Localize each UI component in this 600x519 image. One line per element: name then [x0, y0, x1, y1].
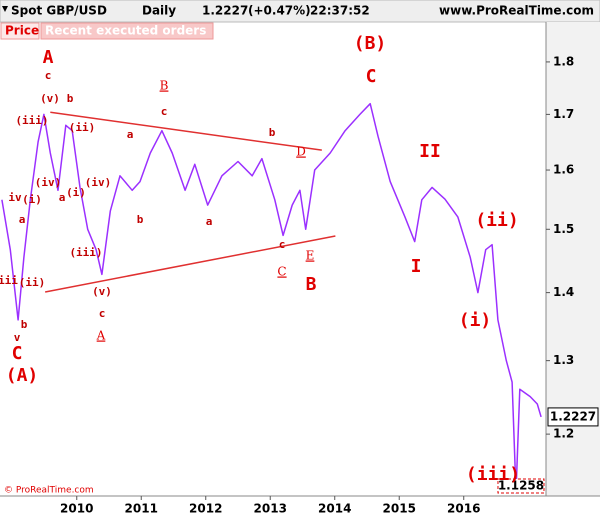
wave-label: C	[277, 265, 286, 279]
wave-label: C	[366, 66, 377, 87]
y-tick-label: 1.3	[553, 353, 574, 367]
wave-label: a	[19, 213, 26, 226]
wave-label: c	[279, 238, 286, 251]
wave-label: (A)	[6, 365, 39, 386]
trendline	[45, 235, 336, 293]
header-bar	[0, 0, 600, 23]
wave-label: v	[14, 331, 21, 344]
tab[interactable]	[40, 22, 214, 40]
instrument: Spot GBP/USD	[11, 4, 107, 18]
change: (+0.47%)	[248, 4, 311, 18]
wave-label: E	[306, 249, 315, 263]
menu-arrow[interactable]	[2, 6, 8, 12]
last-price: 1.2227	[202, 4, 248, 18]
wave-label: I	[411, 256, 422, 277]
footer: © ProRealTime.com	[4, 486, 94, 496]
y-tick-label: 1.6	[553, 163, 574, 177]
time: 22:37:52	[310, 4, 370, 18]
wave-label: b	[67, 92, 74, 105]
wave-label: II	[419, 141, 441, 162]
wave-label: c	[99, 307, 106, 320]
wave-label: (iii)	[466, 464, 520, 485]
price-line	[1, 102, 542, 494]
tab-label[interactable]: Recent executed orders	[45, 24, 206, 38]
trendline	[50, 111, 322, 151]
wave-label: C	[12, 343, 23, 364]
wave-label: (iii)	[15, 114, 48, 127]
wave-label: c	[161, 105, 168, 118]
wave-label: (i)	[66, 186, 86, 199]
wave-label: a	[127, 128, 134, 141]
wave-label: c	[45, 69, 52, 82]
low-box	[497, 478, 545, 494]
wave-label: iii	[0, 274, 18, 287]
timeframe: Daily	[142, 4, 176, 18]
x-tick-label: 2013	[254, 502, 287, 516]
wave-label: (v)	[40, 92, 60, 105]
wave-label: a	[206, 215, 213, 228]
y-tick-label: 1.8	[553, 54, 574, 68]
wave-label: a	[59, 191, 66, 204]
x-tick-label: 2012	[189, 502, 222, 516]
wave-label: B	[160, 79, 169, 93]
tab[interactable]	[0, 22, 40, 40]
wave-label: (i)	[22, 193, 42, 206]
wave-label: (v)	[92, 285, 112, 298]
wave-label: (B)	[354, 33, 387, 54]
wave-label: (iii)	[69, 246, 102, 259]
x-tick-label: 2011	[125, 502, 158, 516]
x-tick-label: 2016	[447, 502, 480, 516]
wave-label: b	[21, 318, 28, 331]
y-tick-label: 1.4	[553, 285, 574, 299]
x-tick-label: 2010	[60, 502, 93, 516]
x-tick-label: 2014	[318, 502, 351, 516]
wave-label: (iv)	[35, 176, 62, 189]
wave-label: (ii)	[475, 210, 518, 231]
wave-label: (ii)	[19, 276, 46, 289]
wave-label: A	[96, 329, 106, 343]
wave-label: b	[269, 126, 276, 139]
last-price-label: 1.2227	[550, 409, 596, 423]
wave-label: b	[137, 213, 144, 226]
y-tick-label: 1.7	[553, 107, 574, 121]
wave-label: (i)	[459, 310, 492, 331]
wave-label: B	[306, 274, 317, 295]
low-label: 1.1258	[498, 479, 544, 493]
x-tick-label: 2015	[383, 502, 416, 516]
wave-label: A	[43, 47, 54, 68]
wave-label: iv	[8, 191, 22, 204]
tab-label[interactable]: Price	[5, 24, 39, 38]
last-price-box	[547, 407, 599, 427]
wave-label: D	[296, 145, 306, 159]
y-tick-label: 1.2	[553, 427, 574, 441]
source: www.ProRealTime.com	[439, 4, 594, 18]
y-tick-label: 1.5	[553, 222, 574, 236]
wave-label: (iv)	[85, 176, 112, 189]
wave-label: (ii)	[69, 121, 96, 134]
